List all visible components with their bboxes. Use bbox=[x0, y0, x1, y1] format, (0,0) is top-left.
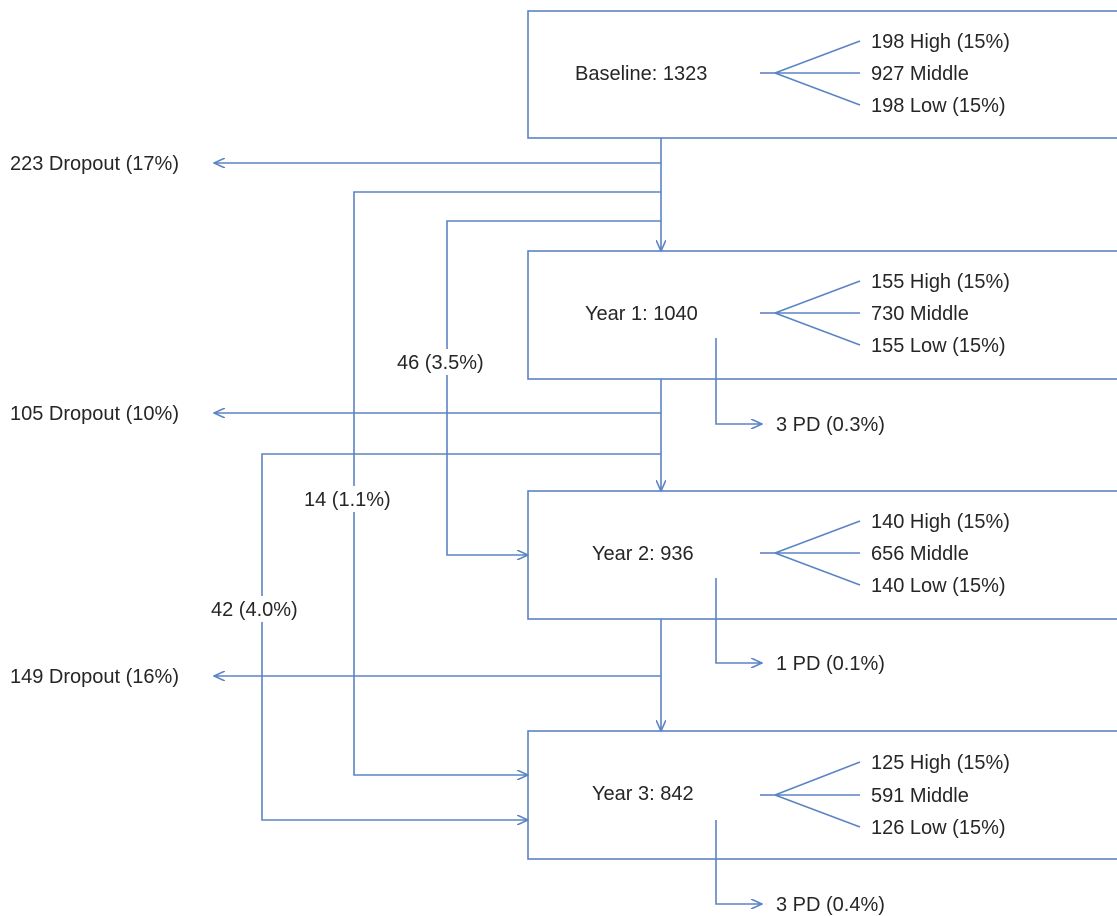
stage-label-baseline: Baseline: 1323 bbox=[575, 63, 707, 85]
stage-box-baseline bbox=[527, 10, 1117, 139]
pd-arrow-year-1 bbox=[715, 338, 762, 424]
branch-middle-year-3: 591 Middle bbox=[871, 785, 969, 807]
branch-fan-baseline bbox=[760, 40, 861, 106]
stage-label-year-2: Year 2: 936 bbox=[592, 543, 694, 565]
skip-label-1-background bbox=[395, 349, 500, 375]
pd-label-2: 1 PD (0.1%) bbox=[776, 653, 885, 675]
skip-arrow-baseline-to-year-2 bbox=[446, 220, 661, 555]
skip-label-2-background bbox=[302, 486, 408, 512]
skip-arrow-year-1-to-year-3 bbox=[261, 453, 661, 820]
stage-label-year-3: Year 3: 842 bbox=[592, 783, 694, 805]
dropout-label-2: 105 Dropout (10%) bbox=[10, 403, 179, 425]
branch-middle-year-2: 656 Middle bbox=[871, 543, 969, 565]
branch-high-year-2: 140 High (15%) bbox=[871, 511, 1010, 533]
branch-middle-baseline: 927 Middle bbox=[871, 63, 969, 85]
branch-high-year-1: 155 High (15%) bbox=[871, 271, 1010, 293]
branch-high-year-3: 125 High (15%) bbox=[871, 752, 1010, 774]
branch-low-baseline: 198 Low (15%) bbox=[871, 95, 1006, 117]
branch-low-year-3: 126 Low (15%) bbox=[871, 817, 1006, 839]
pd-label-3: 3 PD (0.4%) bbox=[776, 894, 885, 916]
branch-fan-year-1 bbox=[760, 280, 861, 346]
pd-label-1: 3 PD (0.3%) bbox=[776, 414, 885, 436]
skip-label-3-background bbox=[209, 596, 315, 622]
skip-label-1: 46 (3.5%) bbox=[397, 352, 484, 374]
skip-label-3: 42 (4.0%) bbox=[211, 599, 298, 621]
stage-box-year-1 bbox=[527, 250, 1117, 380]
branch-high-baseline: 198 High (15%) bbox=[871, 31, 1010, 53]
stage-label-year-1: Year 1: 1040 bbox=[585, 303, 698, 325]
pd-arrow-year-2 bbox=[715, 578, 762, 663]
branch-low-year-2: 140 Low (15%) bbox=[871, 575, 1006, 597]
dropout-label-3: 149 Dropout (16%) bbox=[10, 666, 179, 688]
branch-low-year-1: 155 Low (15%) bbox=[871, 335, 1006, 357]
branch-fan-year-3 bbox=[760, 761, 861, 828]
branch-middle-year-1: 730 Middle bbox=[871, 303, 969, 325]
skip-arrow-baseline-to-year-3 bbox=[353, 191, 661, 775]
skip-label-2: 14 (1.1%) bbox=[304, 489, 391, 511]
pd-arrow-year-3 bbox=[715, 820, 762, 904]
dropout-label-1: 223 Dropout (17%) bbox=[10, 153, 179, 175]
branch-fan-year-2 bbox=[760, 520, 861, 586]
